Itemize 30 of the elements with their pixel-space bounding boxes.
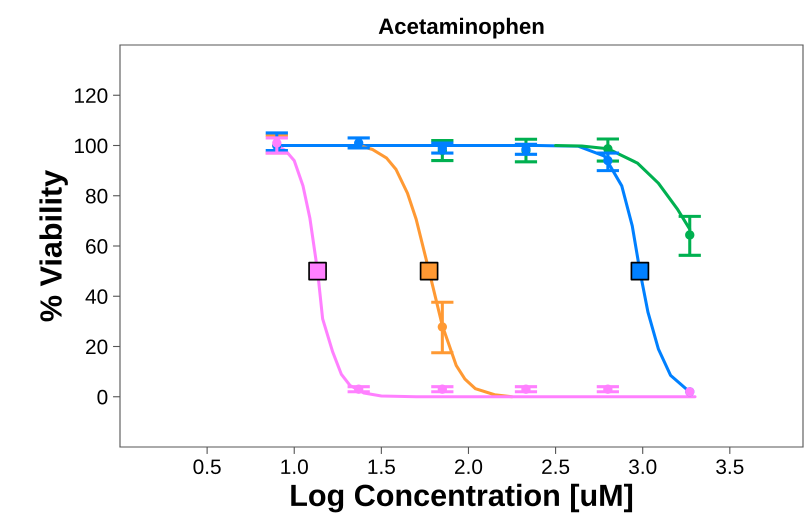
point: [603, 384, 613, 394]
point: [308, 262, 327, 280]
point: [420, 262, 438, 280]
x-tick-label: 3.0: [629, 459, 656, 474]
point: [630, 262, 650, 280]
x-tick-label: 1.5: [368, 460, 395, 474]
x-tick-label: 0.5: [193, 459, 221, 474]
point: [685, 230, 694, 240]
point: [438, 322, 447, 332]
y-tick-label: 0: [97, 390, 108, 405]
chart-title: Acetaminophen: [378, 18, 544, 38]
x-axis-title: Log Concentration [uM]: [291, 484, 632, 512]
y-tick-label: 40: [86, 289, 108, 304]
y-tick-label: 20: [86, 340, 108, 354]
y-tick-label: 80: [86, 188, 108, 204]
x-tick-label: 3.5: [716, 459, 744, 474]
point: [354, 138, 364, 148]
y-tick-label: 120: [75, 88, 108, 104]
y-tick-label: 60: [86, 239, 108, 254]
x-tick-label: 2.5: [542, 459, 570, 474]
point: [354, 384, 364, 394]
x-tick-label: 1.0: [281, 459, 308, 474]
point: [438, 384, 447, 394]
y-tick-label: 100: [75, 138, 108, 154]
x-tick-label: 2.0: [455, 459, 482, 474]
point: [272, 138, 282, 148]
point: [438, 143, 447, 153]
y-axis-title: % Viability: [39, 170, 68, 322]
point: [603, 156, 613, 166]
point: [521, 384, 531, 394]
